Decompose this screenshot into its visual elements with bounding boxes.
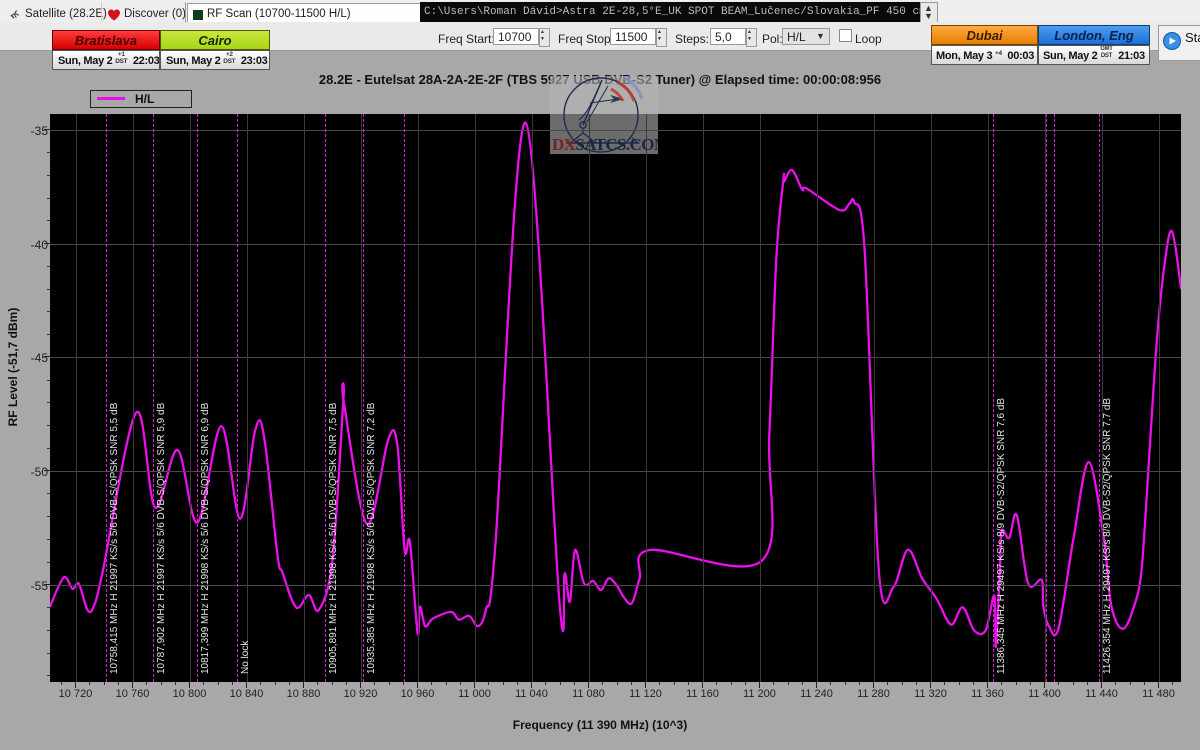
svg-text:DXSATCS.COM: DXSATCS.COM bbox=[552, 135, 658, 154]
